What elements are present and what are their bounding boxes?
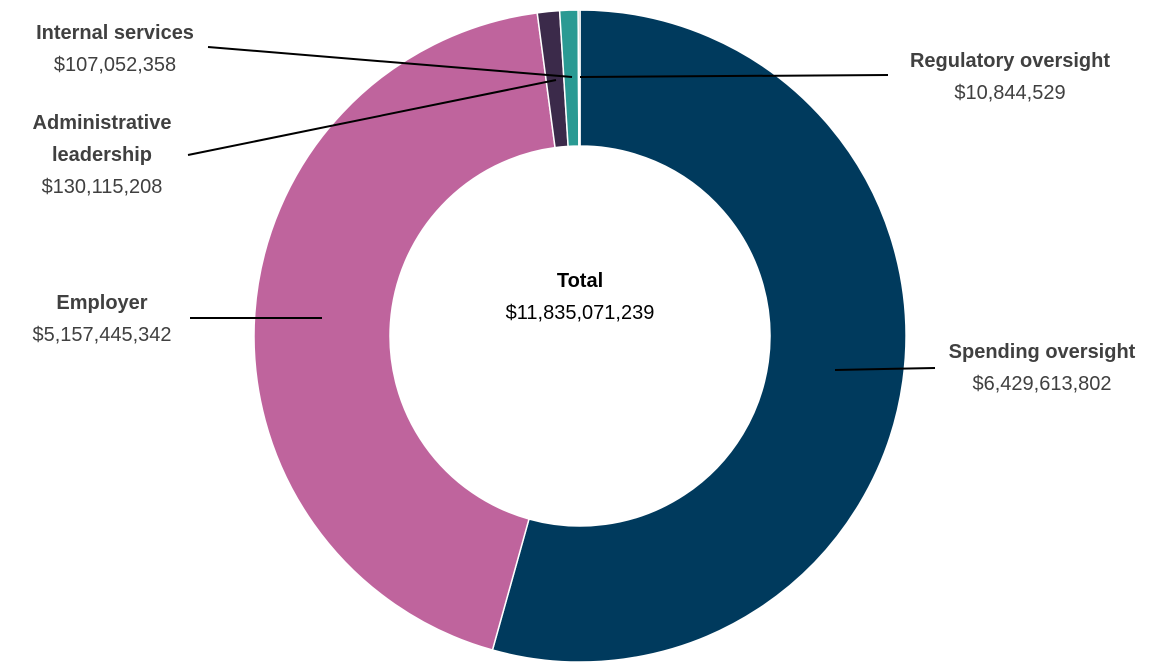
slice-label: Regulatory oversight $10,844,529: [880, 45, 1140, 109]
slice-label: Internal services $107,052,358: [0, 17, 235, 81]
category-name: Administrative leadership: [32, 112, 172, 166]
leader-line: [579, 74, 889, 78]
slice-label: Spending oversight $6,429,613,802: [922, 336, 1155, 400]
donut-slice: [577, 9, 581, 147]
value-label: $5,157,445,342: [32, 324, 172, 346]
leader-line: [207, 46, 573, 78]
leader-line: [834, 367, 936, 371]
total-value: $11,835,071,239: [505, 302, 655, 324]
value-label: $130,115,208: [41, 176, 163, 198]
category-name: Internal services: [36, 22, 194, 44]
value-label: $10,844,529: [954, 82, 1066, 104]
category-name: Regulatory oversight: [909, 50, 1111, 72]
slice-label: Employer $5,157,445,342: [0, 287, 222, 351]
donut-slice: [253, 11, 556, 651]
value-label: $6,429,613,802: [972, 373, 1112, 395]
leader-line: [187, 79, 557, 156]
center-label: Total $11,835,071,239: [506, 265, 655, 329]
category-name: Employer: [56, 292, 148, 314]
value-label: $107,052,358: [53, 54, 177, 76]
center-title: Total: [556, 270, 604, 292]
slice-label: Administrative leadership $130,115,208: [12, 107, 192, 203]
category-name: Spending oversight: [948, 341, 1136, 363]
donut-slice: [491, 9, 907, 663]
